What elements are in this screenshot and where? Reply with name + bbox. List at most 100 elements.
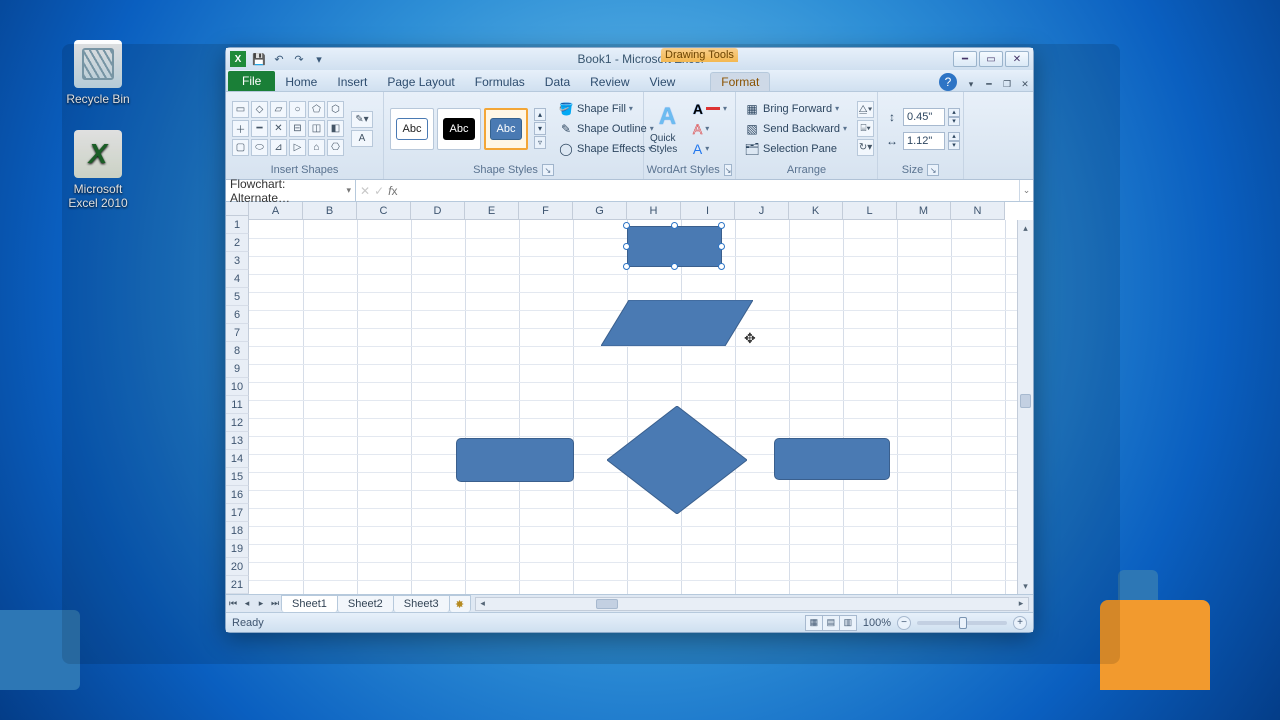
scroll-down-icon[interactable]: ▾ (534, 122, 546, 135)
row-header[interactable]: 3 (226, 252, 249, 270)
sheet-tab-sheet1[interactable]: Sheet1 (281, 595, 338, 612)
group-button[interactable]: ⌸▾ (857, 120, 874, 137)
cancel-formula-button[interactable]: ✕ (360, 184, 370, 198)
tab-scroll-first[interactable]: ⏮ (226, 596, 240, 612)
column-header[interactable]: E (465, 202, 519, 220)
row-header[interactable]: 21 (226, 576, 249, 594)
scroll-up-icon[interactable]: ▴ (534, 108, 546, 121)
column-header[interactable]: D (411, 202, 465, 220)
selection-handle[interactable] (623, 243, 630, 250)
scroll-up-icon[interactable]: ▴ (1018, 220, 1033, 236)
tab-page-layout[interactable]: Page Layout (377, 73, 464, 91)
sheet-tab-sheet2[interactable]: Sheet2 (337, 595, 394, 612)
selection-pane-button[interactable]: 🗂 Selection Pane (742, 140, 849, 158)
scroll-left-icon[interactable]: ◂ (476, 598, 490, 610)
selection-handle[interactable] (671, 222, 678, 229)
shape-thumb[interactable]: ○ (289, 101, 306, 118)
row-header[interactable]: 13 (226, 432, 249, 450)
selection-handle[interactable] (671, 263, 678, 270)
tab-data[interactable]: Data (535, 73, 580, 91)
bring-forward-button[interactable]: ▦ Bring Forward ▾ (742, 100, 849, 118)
qat-customize-button[interactable]: ▾ (310, 50, 328, 68)
scrollbar-thumb[interactable] (596, 599, 618, 609)
shape-thumb[interactable]: ◧ (327, 120, 344, 137)
style-gallery[interactable]: AbcAbcAbc (390, 108, 528, 150)
qat-save-button[interactable]: 💾 (250, 50, 268, 68)
text-effects-button[interactable]: A ▾ (691, 140, 729, 158)
select-all-button[interactable] (226, 202, 249, 216)
shape-thumb[interactable]: ⊟ (289, 120, 306, 137)
close-button[interactable]: ✕ (1005, 51, 1029, 67)
excel-app-icon[interactable]: X (230, 51, 246, 67)
flowchart-decision-shape[interactable] (607, 406, 747, 514)
row-header[interactable]: 7 (226, 324, 249, 342)
flowchart-data-shape[interactable] (601, 300, 753, 346)
row-header[interactable]: 16 (226, 486, 249, 504)
row-header[interactable]: 14 (226, 450, 249, 468)
flowchart-process-right[interactable] (774, 438, 890, 480)
shape-thumb[interactable]: ◫ (308, 120, 325, 137)
text-fill-button[interactable]: A ▾ (691, 100, 729, 118)
shape-thumb[interactable]: ▷ (289, 139, 306, 156)
vertical-scrollbar[interactable]: ▴ ▾ (1017, 220, 1033, 594)
spin-up[interactable]: ▴ (948, 132, 960, 141)
selection-handle[interactable] (623, 263, 630, 270)
shape-thumb[interactable]: ⊿ (270, 139, 287, 156)
ribbon-minimize-button[interactable]: ▾ (963, 77, 979, 91)
shape-effects-button[interactable]: ◯ Shape Effects ▾ (556, 140, 656, 158)
scroll-down-icon[interactable]: ▾ (1018, 578, 1033, 594)
workbook-minimize-button[interactable]: ━ (981, 77, 997, 91)
tab-scroll-last[interactable]: ⏭ (268, 596, 282, 612)
shape-height-input[interactable]: ↕ 0.45" ▴ ▾ (884, 108, 960, 126)
view-page-layout-button[interactable]: ▤ (822, 615, 840, 631)
selection-handle[interactable] (718, 243, 725, 250)
name-box[interactable]: Flowchart: Alternate… ▾ (226, 180, 356, 201)
edit-shape-button[interactable]: ✎▾ (351, 111, 373, 128)
shape-thumb[interactable]: ▱ (270, 101, 287, 118)
selection-handle[interactable] (718, 263, 725, 270)
row-header[interactable]: 17 (226, 504, 249, 522)
dialog-launcher[interactable]: ↘ (724, 164, 733, 176)
row-header[interactable]: 6 (226, 306, 249, 324)
column-header[interactable]: M (897, 202, 951, 220)
view-normal-button[interactable]: ▦ (805, 615, 823, 631)
formula-bar-expand[interactable]: ⌄ (1019, 180, 1033, 201)
row-header[interactable]: 2 (226, 234, 249, 252)
shape-outline-button[interactable]: ✎ Shape Outline ▾ (556, 120, 656, 138)
qat-redo-button[interactable]: ↷ (290, 50, 308, 68)
tab-view[interactable]: View (640, 73, 686, 91)
insert-function-button[interactable]: fx (388, 184, 397, 198)
flowchart-terminator-selected[interactable] (627, 226, 722, 267)
shape-width-input[interactable]: ↔ 1.12" ▴ ▾ (884, 132, 960, 150)
rotate-button[interactable]: ↻▾ (857, 139, 874, 156)
tab-format[interactable]: Format (710, 72, 770, 91)
row-header[interactable]: 15 (226, 468, 249, 486)
column-header[interactable]: H (627, 202, 681, 220)
style-thumb[interactable]: Abc (390, 108, 434, 150)
horizontal-scrollbar[interactable]: ◂ ▸ (475, 597, 1029, 611)
zoom-slider[interactable] (917, 621, 1007, 625)
text-outline-button[interactable]: A ▾ (691, 120, 729, 138)
workbook-close-button[interactable]: ✕ (1017, 77, 1033, 91)
tab-formulas[interactable]: Formulas (465, 73, 535, 91)
shape-thumb[interactable]: ⬠ (308, 101, 325, 118)
zoom-out-button[interactable]: − (897, 616, 911, 630)
help-button[interactable]: ? (939, 73, 957, 91)
maximize-button[interactable]: ▭ (979, 51, 1003, 67)
column-header[interactable]: C (357, 202, 411, 220)
cells-grid[interactable]: ✥ (249, 220, 1033, 594)
shape-thumb[interactable]: ▢ (232, 139, 249, 156)
sheet-tab-sheet3[interactable]: Sheet3 (393, 595, 450, 612)
column-header[interactable]: J (735, 202, 789, 220)
dialog-launcher[interactable]: ↘ (542, 164, 554, 176)
column-header[interactable]: I (681, 202, 735, 220)
workbook-restore-button[interactable]: ❐ (999, 77, 1015, 91)
tab-file[interactable]: File (228, 71, 275, 91)
spin-down[interactable]: ▾ (948, 141, 960, 150)
view-page-break-button[interactable]: ▥ (839, 615, 857, 631)
column-header[interactable]: N (951, 202, 1005, 220)
qat-undo-button[interactable]: ↶ (270, 50, 288, 68)
row-header[interactable]: 9 (226, 360, 249, 378)
tab-scroll-next[interactable]: ▸ (254, 596, 268, 612)
shape-fill-button[interactable]: 🪣 Shape Fill ▾ (556, 100, 656, 118)
